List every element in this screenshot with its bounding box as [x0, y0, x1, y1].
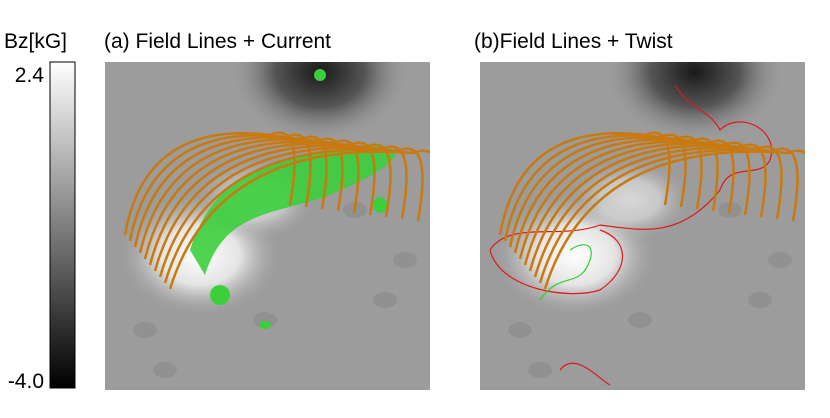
- twist-contour: [539, 244, 592, 301]
- field-line: [153, 143, 392, 272]
- texture: [528, 362, 552, 378]
- texture: [768, 252, 792, 268]
- field-line: [128, 133, 312, 242]
- texture: [393, 252, 417, 268]
- field-line: [518, 139, 735, 260]
- field-line: [168, 149, 430, 290]
- current-isosurface: [259, 321, 271, 329]
- current-isosurface: [210, 285, 230, 305]
- field-line: [543, 149, 805, 290]
- negative-polarity: [605, 62, 785, 142]
- twist-contour: [489, 84, 773, 295]
- texture: [628, 312, 652, 328]
- texture: [748, 292, 772, 308]
- panel-image: [105, 62, 430, 390]
- field-line: [163, 147, 424, 284]
- field-line: [508, 135, 703, 248]
- field-line: [523, 141, 751, 266]
- texture: [153, 362, 177, 378]
- field-line: [538, 147, 799, 284]
- texture: [508, 322, 532, 338]
- field-line: [503, 133, 687, 242]
- field-line: [133, 135, 328, 248]
- texture: [373, 292, 397, 308]
- field-line: [143, 139, 360, 260]
- panel-image: [480, 62, 805, 390]
- texture: [133, 322, 157, 338]
- colorbar-min: -4.0: [8, 370, 44, 393]
- field-line: [158, 145, 408, 278]
- panel-title: (a) Field Lines + Current: [104, 30, 331, 53]
- panel-title: (b)Field Lines + Twist: [474, 30, 673, 53]
- field-line: [513, 137, 719, 254]
- current-isosurface: [373, 197, 387, 213]
- colorbar-max: 2.4: [15, 64, 45, 87]
- field-line: [528, 143, 767, 272]
- field-line: [148, 141, 376, 266]
- texture: [253, 312, 277, 328]
- field-line: [533, 145, 783, 278]
- negative-polarity: [230, 62, 410, 142]
- current-isosurface: [314, 69, 326, 81]
- twist-contour: [559, 362, 611, 386]
- colorbar-label: Bz[kG]: [4, 30, 67, 53]
- colorbar: [49, 61, 76, 389]
- field-line: [138, 137, 344, 254]
